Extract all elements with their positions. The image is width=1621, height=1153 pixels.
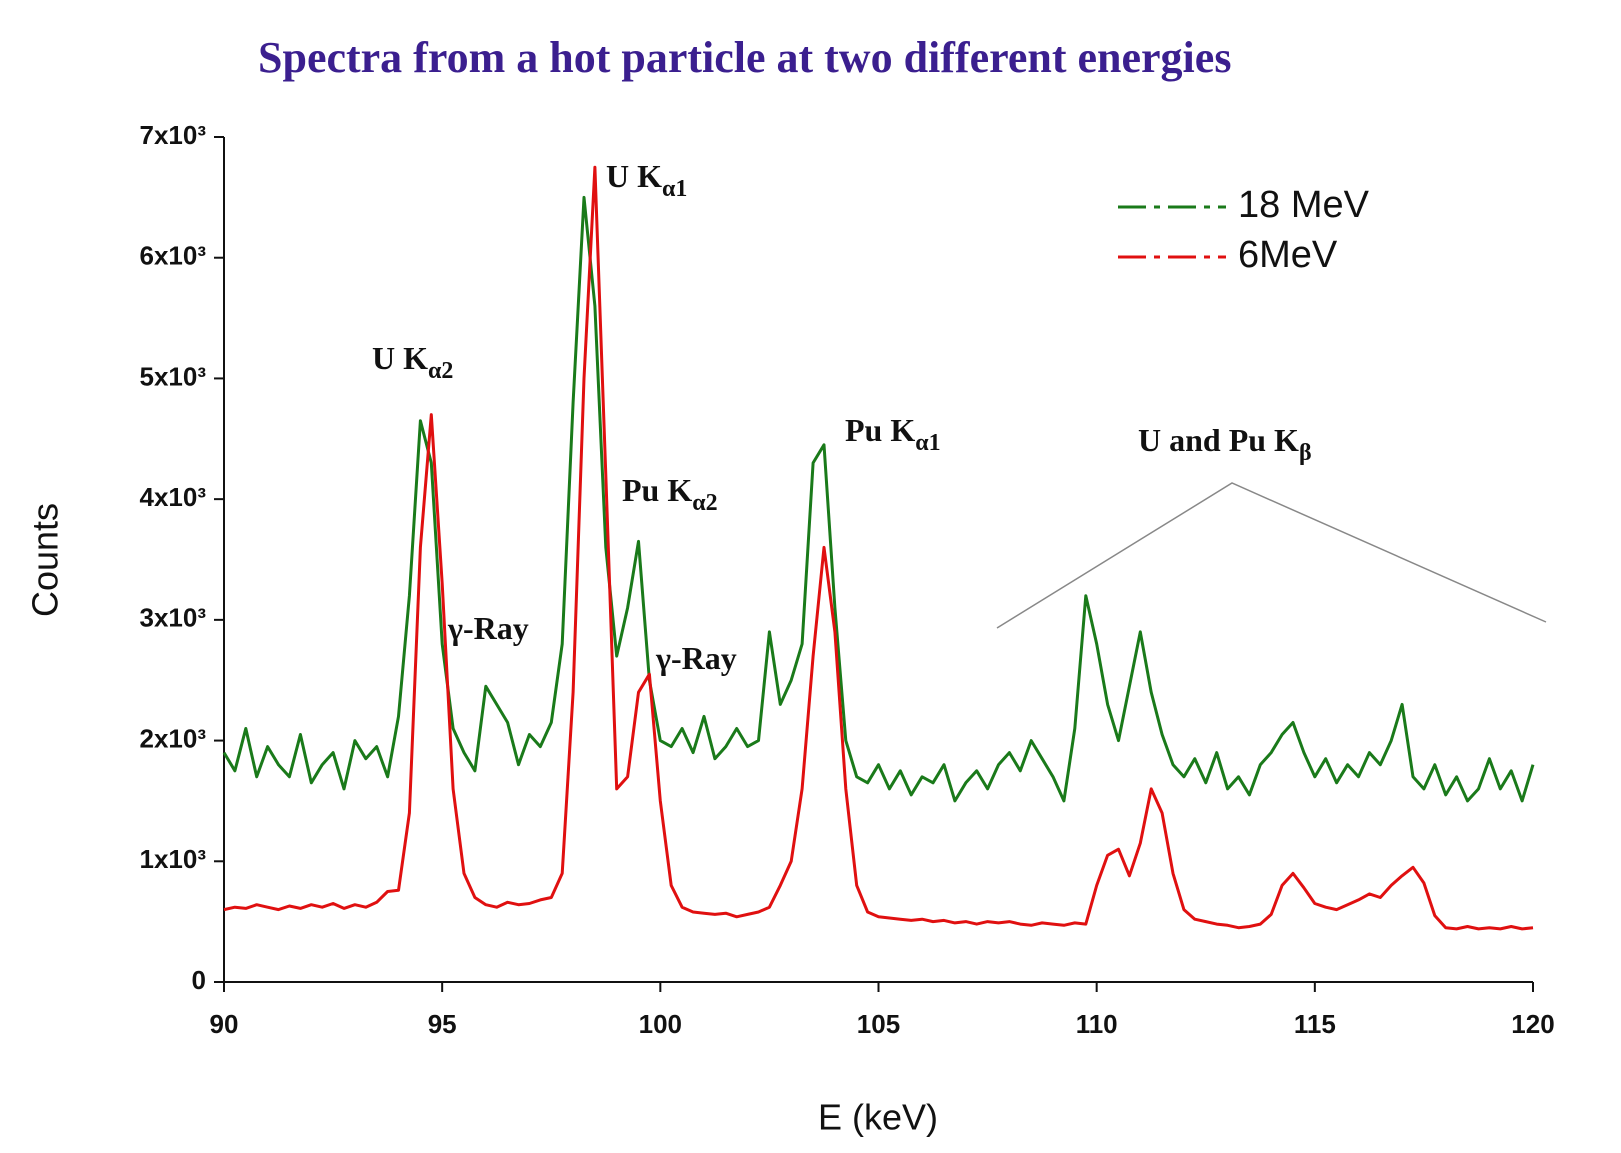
x-tick-label: 115 [1294,1009,1336,1039]
annotation-subscript: β [1299,440,1312,466]
legend-label: 18 MeV [1238,184,1370,226]
annotation-subscript: α2 [692,490,717,516]
annotation-text: γ-Ray [447,610,529,646]
annotation-text: U and Pu K [1138,422,1299,458]
annotation-subscript: α2 [428,358,453,384]
annotation-text: Pu K [845,412,915,448]
y-axis-label: Counts [25,503,66,617]
x-tick-label: 105 [857,1009,900,1039]
x-tick-label: 110 [1076,1009,1118,1039]
annotation-bracket [996,482,1547,629]
annotation-text: γ-Ray [655,640,737,676]
annotation-text: U K [372,340,428,376]
y-tick-label: 6x10³ [140,241,207,271]
annotation: U and Pu Kβ [1138,422,1312,465]
x-tick-label: 95 [428,1009,457,1039]
series-line [223,165,1534,931]
x-tick-label: 120 [1511,1009,1554,1039]
annotation-subscript: α1 [915,430,940,456]
x-tick-label: 90 [210,1009,239,1039]
annotation: U Kα1 [606,158,687,201]
chart-title: Spectra from a hot particle at two diffe… [258,33,1231,82]
y-tick-label: 4x10³ [140,482,207,512]
annotation-text: Pu K [622,472,692,508]
annotation: γ-Ray [655,640,737,676]
y-tick-label: 5x10³ [140,361,207,391]
y-tick-label: 0 [192,965,206,995]
x-axis-label: E (keV) [818,1097,938,1138]
x-tick-label: 100 [639,1009,682,1039]
y-tick-label: 1x10³ [140,844,207,874]
series-line [222,195,1535,803]
annotation: γ-Ray [447,610,529,646]
annotation: Pu Kα2 [622,472,718,515]
annotation: U Kα2 [372,340,453,383]
annotation-subscript: α1 [662,176,687,202]
y-tick-label: 3x10³ [140,603,207,633]
y-tick-label: 7x10³ [140,120,207,150]
annotation-text: U K [606,158,662,194]
annotation: Pu Kα1 [845,412,941,455]
legend-label: 6MeV [1238,234,1338,276]
y-tick-label: 2x10³ [140,723,207,753]
